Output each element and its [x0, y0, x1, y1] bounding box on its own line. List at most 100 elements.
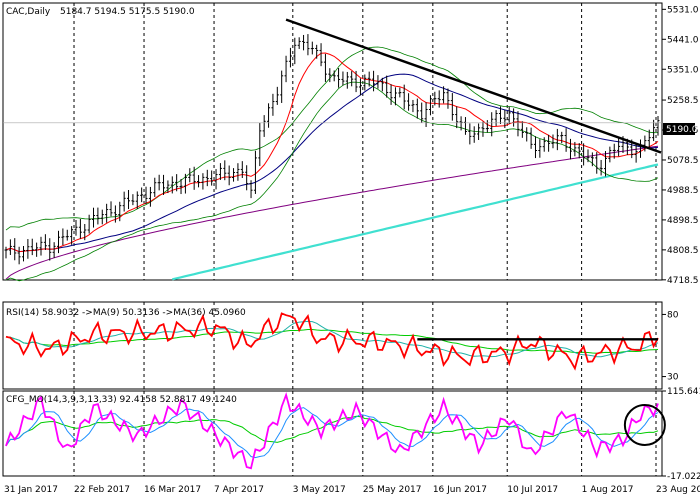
price-bar: [450, 93, 454, 121]
price-bar: [446, 88, 450, 109]
price-bar: [179, 178, 183, 195]
price-bar: [358, 78, 362, 96]
price-bar: [127, 189, 131, 210]
price-bar: [568, 138, 572, 160]
rsi-y-axis: 80 30: [662, 310, 679, 383]
price-bar: [393, 87, 397, 106]
price-bar: [341, 71, 345, 86]
price-bar: [13, 238, 17, 261]
price-bar: [398, 87, 402, 98]
rsi-y-tick-label: 80: [667, 310, 679, 320]
price-bar: [43, 234, 47, 250]
price-bar: [153, 177, 157, 197]
cfg-mo-y-axis: 115.6416 -17.0229: [662, 387, 700, 482]
price-bar: [520, 121, 524, 138]
price-bar: [652, 119, 656, 142]
price-bar: [538, 139, 542, 158]
price-bar: [48, 238, 52, 261]
price-bar: [485, 120, 489, 133]
x-tick-label: 31 Jan 2017: [4, 485, 58, 495]
price-bar: [122, 191, 126, 212]
price-bar: [385, 75, 389, 98]
price-bar: [542, 137, 546, 152]
price-bar: [39, 236, 43, 256]
price-bar: [232, 168, 236, 182]
price-bar: [57, 230, 61, 254]
price-bar: [240, 161, 244, 178]
resistance-trendline: [285, 18, 662, 154]
price-bar: [529, 127, 533, 149]
price-bar: [83, 224, 87, 241]
ma-short-line: [5, 52, 659, 253]
price-bar: [100, 209, 104, 225]
price-bar: [183, 173, 187, 194]
price-bar: [175, 174, 179, 192]
price-bar: [503, 109, 507, 129]
price-bar: [507, 106, 511, 124]
price-bar: [192, 166, 196, 190]
price-bar: [26, 239, 30, 259]
price-bar: [297, 37, 301, 49]
price-y-tick-label: 5351.0: [667, 65, 699, 75]
price-bar: [564, 128, 568, 152]
price-bar: [105, 203, 109, 223]
price-bar: [87, 214, 91, 234]
price-bar: [332, 70, 336, 82]
price-bar: [407, 93, 411, 111]
rsi-panel-frame: [2, 301, 663, 390]
price-bar: [455, 106, 459, 129]
price-bar: [345, 71, 349, 89]
price-bar: [415, 98, 419, 119]
price-bar: [420, 102, 424, 123]
cfg-mo-y-tick-label: 115.6416: [667, 387, 700, 397]
price-bar: [170, 176, 174, 194]
price-bar: [547, 134, 551, 152]
price-bar: [389, 84, 393, 105]
x-tick-label: 1 Aug 2017: [582, 485, 634, 495]
price-y-tick-label: 5531.0: [667, 5, 699, 15]
price-bar: [205, 169, 209, 187]
price-bar: [92, 207, 96, 228]
x-axis: 31 Jan 2017 22 Feb 2017 16 Mar 2017 7 Apr 2…: [4, 485, 700, 495]
price-y-tick-label: 4718.5: [667, 276, 699, 286]
cfg-mo-panel: 115.6416 -17.0229 CFG_MO(14,3,9,3,13,33) …: [2, 387, 700, 482]
price-bar: [319, 43, 323, 67]
price-bar: [380, 77, 384, 92]
price-bar: [363, 74, 367, 91]
price-bar: [8, 239, 12, 255]
price-bar: [223, 160, 227, 181]
price-bar: [148, 186, 152, 207]
price-bar: [647, 129, 651, 149]
price-bar: [17, 246, 21, 265]
price-bar: [376, 75, 380, 89]
price-bar: [310, 41, 314, 55]
price-bar: [61, 228, 65, 246]
x-tick-label: 16 Mar 2017: [144, 485, 201, 495]
x-tick-label: 7 Apr 2017: [214, 485, 264, 495]
cfg-mo-panel-label: CFG_MO(14,3,9,3,13,33) 92.4158 52.8817 4…: [6, 395, 237, 405]
price-bar: [166, 180, 170, 194]
price-bar: [140, 187, 144, 203]
rsi-y-tick-label: 30: [667, 373, 679, 383]
price-bar: [52, 242, 56, 258]
price-bar: [490, 112, 494, 137]
price-y-tick-label: 5441.0: [667, 35, 699, 45]
price-bar: [201, 173, 205, 190]
price-bar: [30, 238, 34, 256]
price-bar: [350, 71, 354, 87]
price-bar: [481, 121, 485, 137]
price-bar: [109, 201, 113, 217]
price-bar: [555, 128, 559, 151]
price-bar: [590, 152, 594, 167]
price-bar: [214, 169, 218, 190]
price-bar: [188, 168, 192, 183]
price-bar: [516, 111, 520, 137]
cfg-mo-line: [5, 391, 659, 470]
price-bar: [70, 226, 74, 245]
price-bar: [577, 143, 581, 159]
price-bar: [634, 143, 638, 163]
price-bar: [560, 131, 564, 144]
price-bar: [65, 229, 69, 241]
price-bar: [197, 175, 201, 188]
